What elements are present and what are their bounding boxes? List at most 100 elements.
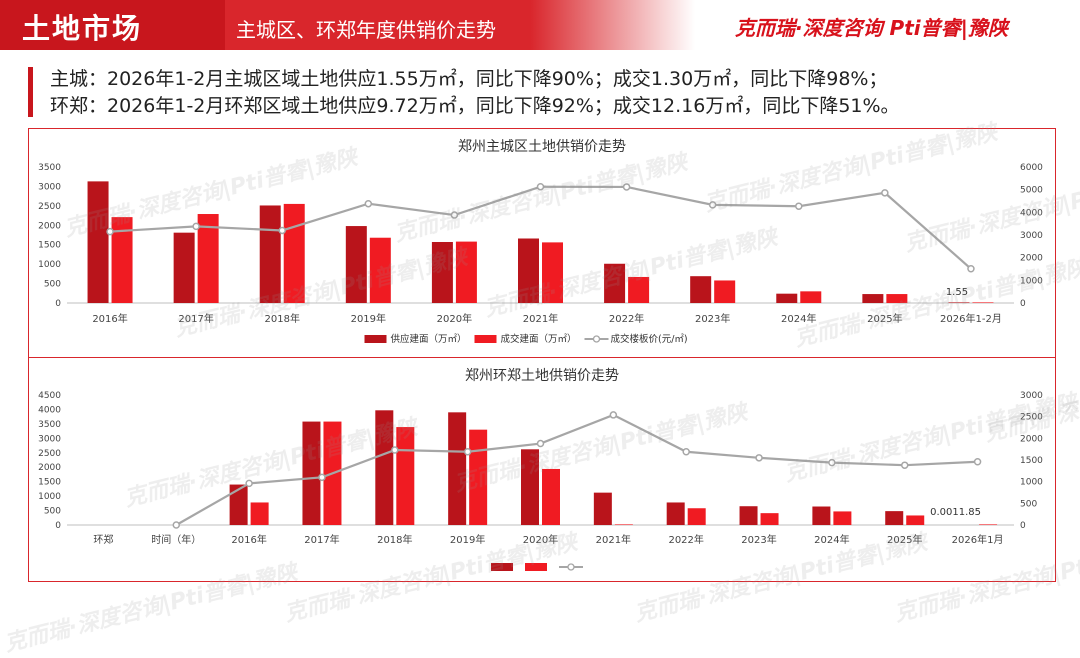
y-left-tick-label: 4500 — [38, 391, 61, 401]
chart-panel-ring: 郑州环郑土地供销价走势 0 500 1000 1500 2000 2500 3000 3500 4… — [28, 357, 1056, 582]
price-point-6 — [622, 183, 631, 191]
bar-deal-6 — [628, 276, 650, 303]
x-tick-label: 2026年1-2月 — [940, 312, 1002, 325]
legend-item-2 — [559, 563, 583, 571]
price-point-7 — [708, 201, 717, 209]
x-tick-label: 2024年 — [781, 312, 816, 325]
data-label: 1.55 — [946, 287, 968, 298]
price-point-1 — [245, 479, 253, 488]
bar-supply-0 — [87, 181, 109, 303]
price-line — [109, 185, 972, 270]
bar-deal-12 — [979, 524, 998, 525]
y-right-tick-label: 500 — [1020, 499, 1037, 509]
bar-supply-6 — [604, 263, 626, 303]
bar-deal-4 — [396, 427, 415, 525]
bar-supply-4 — [431, 241, 453, 303]
x-tick-label: 环郑 — [93, 533, 113, 546]
x-tick-label: 2018年 — [265, 312, 300, 325]
bar-supply-9 — [739, 506, 758, 525]
bar-deal-5 — [469, 429, 488, 525]
x-tick-label: 2019年 — [351, 312, 386, 325]
price-point-9 — [828, 458, 836, 467]
x-tick-label: 2020年 — [523, 533, 558, 546]
y-left-tick-label: 3000 — [38, 182, 61, 192]
bar-supply-8 — [666, 502, 685, 525]
y-right-tick-label: 0 — [1020, 521, 1026, 531]
legend-label: 供应建面（万㎡） — [391, 333, 467, 345]
y-left-tick-label: 1000 — [38, 492, 61, 502]
y-left-tick-label: 3500 — [38, 163, 61, 173]
bar-supply-8 — [776, 293, 798, 303]
bar-deal-7 — [714, 280, 736, 303]
price-point-5 — [536, 439, 545, 448]
legend-label: 成交楼板价(元/㎡) — [611, 333, 688, 345]
price-point-5 — [536, 182, 545, 191]
y-right-tick-label: 2000 — [1020, 254, 1043, 264]
legend-swatch — [364, 335, 387, 343]
price-line — [175, 413, 978, 526]
bar-deal-6 — [542, 468, 560, 525]
bar-deal-10 — [972, 302, 994, 303]
y-left-tick-label: 1500 — [38, 241, 61, 251]
x-tick-label: 2016年 — [231, 533, 266, 546]
price-point-8 — [755, 454, 763, 462]
price-point-3 — [391, 446, 399, 454]
x-tick-label: 2020年 — [437, 312, 472, 325]
brand-logo: 克而瑞·深度咨询 Pti普睿|豫陕 — [735, 16, 1008, 40]
y-left-tick-label: 1500 — [38, 478, 61, 488]
bar-supply-4 — [375, 410, 394, 525]
y-right-tick-label: 2000 — [1020, 434, 1043, 444]
legend-item-0 — [491, 563, 513, 571]
legend-item-2: 成交楼板价(元/㎡) — [584, 333, 688, 345]
bar-deal-2 — [283, 203, 305, 303]
legend-swatch — [525, 563, 547, 571]
header-title-block: 土地市场 — [0, 0, 225, 50]
legend-item-0: 供应建面（万㎡） — [364, 333, 467, 345]
price-point-4 — [450, 211, 459, 219]
chart-panel-main-city: 郑州主城区土地供销价走势 0 500 1000 1500 2000 2500 3000 3500… — [28, 128, 1056, 358]
x-tick-label: 2023年 — [741, 533, 776, 546]
price-point-7 — [682, 448, 690, 456]
x-tick-label: 2025年 — [867, 312, 902, 325]
price-point-6 — [609, 411, 618, 419]
price-point-4 — [463, 448, 472, 456]
x-tick-label: 2017年 — [304, 533, 339, 546]
y-right-tick-label: 3000 — [1020, 391, 1043, 401]
price-point-3 — [364, 199, 373, 208]
page-title: 土地市场 — [22, 12, 143, 45]
chart-ring: 郑州环郑土地供销价走势 0 500 1000 1500 2000 2500 3000 3500 4… — [38, 368, 1043, 571]
y-right-tick-label: 1000 — [1020, 276, 1043, 286]
bar-supply-7 — [690, 276, 712, 303]
x-tick-label: 2019年 — [450, 533, 485, 546]
price-point-8 — [795, 202, 803, 210]
x-tick-label: 2025年 — [887, 533, 922, 546]
legend-item-1 — [525, 563, 547, 571]
y-right-tick-label: 6000 — [1020, 163, 1043, 173]
y-left-tick-label: 4000 — [38, 405, 61, 415]
price-point-0 — [172, 521, 181, 529]
x-tick-label: 2021年 — [596, 533, 631, 546]
bar-deal-3 — [369, 237, 391, 303]
legend-label: 成交建面（万㎡） — [501, 333, 577, 345]
legend-swatch-marker — [592, 335, 601, 343]
y-right-tick-label: 4000 — [1020, 208, 1043, 218]
legend-item-1: 成交建面（万㎡） — [474, 333, 577, 345]
data-label: 0.0011.85 — [930, 507, 981, 518]
bar-deal-8 — [687, 508, 706, 525]
y-right-tick-label: 5000 — [1020, 186, 1043, 196]
bar-supply-5 — [518, 238, 539, 303]
y-left-tick-label: 2000 — [38, 221, 61, 231]
x-tick-label: 2021年 — [523, 312, 558, 325]
legend-swatch — [474, 335, 497, 343]
x-tick-label: 2018年 — [377, 533, 412, 546]
price-point-2 — [318, 473, 326, 482]
y-left-tick-label: 2500 — [38, 449, 61, 459]
x-tick-label: 2026年1月 — [952, 533, 1004, 546]
bar-deal-5 — [542, 242, 563, 303]
bar-supply-11 — [885, 511, 904, 525]
price-point-9 — [881, 189, 889, 197]
page-subtitle: 主城区、环郑年度供销价走势 — [236, 18, 496, 42]
bar-supply-1 — [173, 232, 195, 303]
summary-accent-bar — [28, 67, 33, 117]
header-subtitle-block — [225, 0, 695, 50]
